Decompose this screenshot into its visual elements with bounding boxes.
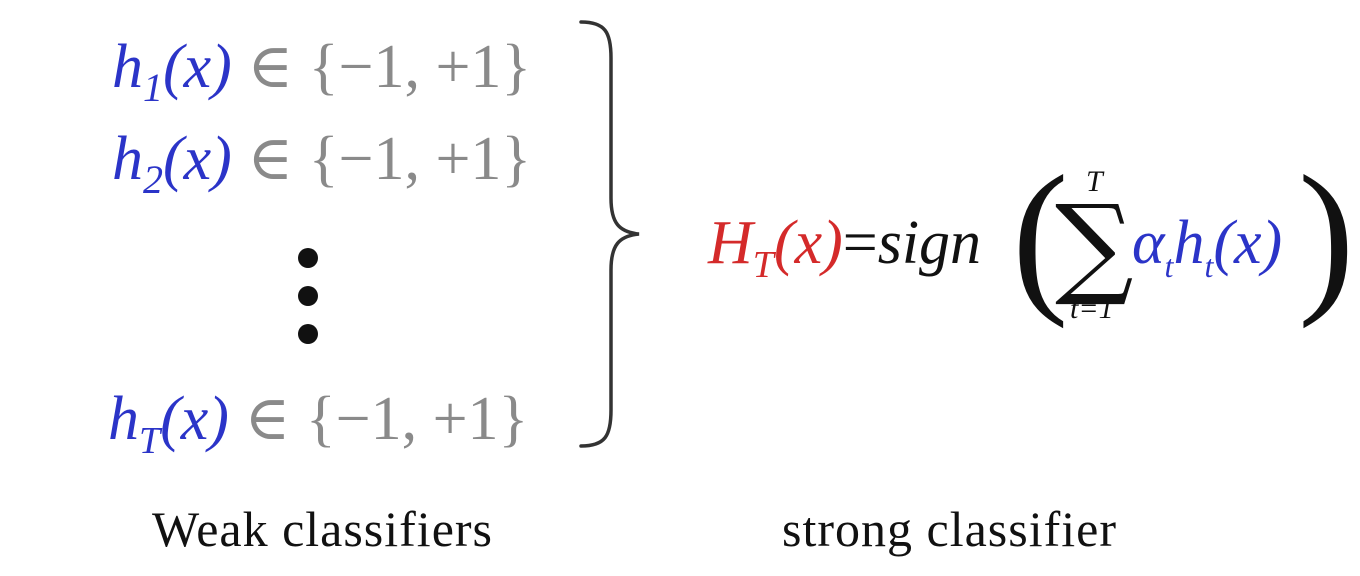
member-symbol: ∈	[247, 125, 294, 193]
summand: αtht(x)	[1132, 209, 1283, 282]
equals-sign: =	[842, 209, 878, 277]
member-symbol: ∈	[244, 385, 291, 453]
grouping-brace	[579, 20, 640, 448]
weak-sub: 1	[143, 65, 163, 110]
right-paren: )	[1298, 141, 1355, 329]
strong-lhs: HT(x)=sign	[708, 209, 982, 284]
value-set: {−1, +1}	[308, 125, 532, 193]
weak-row-T: hT(x) ∈ {−1, +1}	[108, 385, 529, 460]
value-set: {−1, +1}	[305, 385, 529, 453]
weak-arg: (x)	[163, 125, 232, 193]
alpha-symbol: α	[1132, 209, 1165, 277]
ellipsis-dot	[298, 286, 318, 306]
value-set: {−1, +1}	[308, 33, 532, 101]
weak-sub: 2	[143, 157, 163, 202]
weak-arg: (x)	[163, 33, 232, 101]
weak-row-2: h2(x) ∈ {−1, +1}	[112, 125, 532, 200]
weak-fn: h	[108, 385, 139, 453]
summand-arg: (x)	[1213, 209, 1283, 277]
weak-classifiers-label: Weak classifiers	[152, 501, 493, 557]
strong-fn: H	[708, 209, 753, 277]
member-symbol: ∈	[247, 33, 294, 101]
strong-classifier-label: strong classifier	[782, 501, 1117, 557]
summand-sub: t	[1204, 248, 1214, 284]
sum-lower-limit: t=1	[1070, 292, 1114, 325]
sigma-symbol: ∑	[1055, 181, 1134, 309]
left-paren: (	[1012, 141, 1069, 329]
strong-sub: T	[752, 244, 774, 286]
weak-arg: (x)	[160, 385, 229, 453]
summand-fn: h	[1173, 209, 1205, 277]
sum-upper-limit: T	[1086, 165, 1103, 198]
weak-fn: h	[112, 33, 143, 101]
strong-arg: (x)	[773, 209, 843, 277]
sign-function: sign	[877, 209, 982, 277]
vertical-ellipsis	[296, 248, 320, 348]
alpha-sub: t	[1164, 248, 1174, 284]
weak-row-1: h1(x) ∈ {−1, +1}	[112, 33, 532, 108]
weak-sub: T	[139, 420, 161, 462]
ellipsis-dot	[298, 324, 318, 344]
weak-fn: h	[112, 125, 143, 193]
ellipsis-dot	[298, 248, 318, 268]
